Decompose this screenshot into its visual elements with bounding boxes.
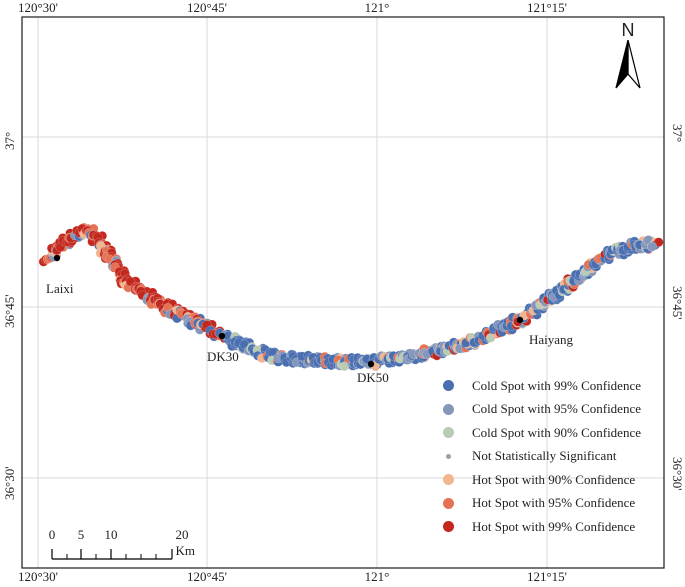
legend-item: Cold Spot with 95% Confidence — [440, 398, 680, 422]
legend-item: Hot Spot with 90% Confidence — [440, 468, 680, 492]
legend-label: Hot Spot with 90% Confidence — [472, 471, 636, 487]
spot-point — [653, 237, 664, 248]
map-frame — [21, 16, 665, 569]
scale-label: 0 — [48, 527, 56, 542]
legend-item: Cold Spot with 99% Confidence — [440, 374, 680, 398]
legend-label: Cold Spot with 95% Confidence — [472, 401, 641, 417]
scale-bar-ticks — [51, 549, 173, 560]
legend-swatch — [443, 403, 454, 415]
place-marker-laixi — [53, 254, 61, 262]
legend-swatch — [446, 453, 451, 459]
latitude-label-left: 37° — [2, 131, 17, 150]
longitude-label-top: 120°30' — [17, 0, 59, 15]
legend: Cold Spot with 99% Confidence Cold Spot … — [440, 374, 680, 539]
legend-item: Not Statistically Significant — [440, 445, 680, 469]
legend-label: Cold Spot with 99% Confidence — [472, 377, 641, 393]
legend-swatch — [443, 497, 454, 509]
spot-point — [647, 241, 658, 252]
place-label-dk30: DK30 — [207, 349, 239, 364]
legend-label: Hot Spot with 95% Confidence — [472, 495, 636, 511]
place-label-laixi: Laixi — [46, 281, 74, 296]
place-marker-haiyang — [516, 316, 524, 324]
legend-label: Cold Spot with 90% Confidence — [472, 424, 641, 440]
scale-bar: 0 5 10 20 Km — [48, 527, 228, 563]
longitude-label-bottom: 121°15' — [526, 569, 568, 584]
north-arrow-icon — [615, 40, 641, 89]
place-markers — [53, 254, 524, 368]
north-arrow: N — [610, 20, 646, 92]
longitude-label-top: 121° — [364, 0, 390, 15]
hotspot-route — [38, 222, 664, 372]
scale-label: 5 — [77, 527, 85, 542]
legend-label: Not Statistically Significant — [472, 448, 617, 464]
scale-label: 10 — [104, 527, 118, 542]
place-marker-dk50 — [367, 360, 375, 368]
longitude-label-top: 121°15' — [526, 0, 568, 15]
legend-item: Cold Spot with 90% Confidence — [440, 421, 680, 445]
longitude-label-bottom: 121° — [364, 569, 390, 584]
graticule — [22, 17, 664, 568]
legend-swatch — [443, 380, 454, 392]
legend-label: Hot Spot with 99% Confidence — [472, 518, 636, 534]
latitude-label-right: 37° — [670, 124, 685, 143]
latitude-label-right: 36°45' — [670, 286, 685, 320]
place-label-haiyang: Haiyang — [529, 332, 574, 347]
longitude-label-top: 120°45' — [186, 0, 228, 15]
place-label-dk50: DK50 — [357, 370, 389, 385]
legend-item: Hot Spot with 95% Confidence — [440, 492, 680, 516]
latitude-label-left: 36°30' — [2, 466, 17, 500]
scale-label: 20 Km — [175, 527, 196, 558]
legend-swatch — [443, 474, 454, 486]
legend-swatch — [443, 521, 454, 533]
latitude-label-left: 36°45' — [2, 294, 17, 328]
longitude-label-bottom: 120°45' — [186, 569, 228, 584]
legend-item: Hot Spot with 99% Confidence — [440, 515, 680, 539]
longitude-label-bottom: 120°30' — [17, 569, 59, 584]
legend-swatch — [443, 427, 454, 439]
north-label: N — [621, 20, 635, 40]
place-marker-dk30 — [218, 332, 226, 340]
